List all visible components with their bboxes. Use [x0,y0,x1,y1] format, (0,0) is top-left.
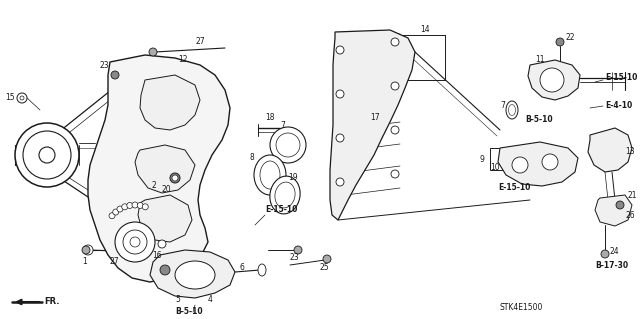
Text: 21: 21 [628,190,637,199]
Text: 5: 5 [175,295,180,305]
Text: 23: 23 [100,61,109,70]
Circle shape [149,48,157,56]
Text: B-5-10: B-5-10 [525,115,552,124]
Text: 14: 14 [420,26,429,34]
Circle shape [336,134,344,142]
Text: 8: 8 [250,153,255,162]
Polygon shape [330,30,415,220]
Circle shape [616,201,624,209]
Polygon shape [88,55,230,282]
Polygon shape [135,145,195,193]
Circle shape [542,154,558,170]
Text: 12: 12 [178,56,188,64]
Text: FR.: FR. [44,298,60,307]
Circle shape [556,38,564,46]
Text: 7: 7 [500,100,505,109]
Text: 10: 10 [490,164,500,173]
Text: 24: 24 [610,248,620,256]
Circle shape [127,203,132,208]
Circle shape [23,131,71,179]
Text: 16: 16 [152,250,162,259]
Circle shape [170,173,180,183]
Polygon shape [150,250,235,298]
Circle shape [130,237,140,247]
Text: 18: 18 [265,114,275,122]
Text: STK4E1500: STK4E1500 [500,303,543,313]
Circle shape [113,209,118,215]
Circle shape [391,170,399,178]
Circle shape [20,96,24,100]
Text: 6: 6 [240,263,245,272]
Circle shape [270,127,306,163]
Ellipse shape [258,264,266,276]
Text: 11: 11 [535,56,545,64]
Text: 1: 1 [82,257,87,266]
Circle shape [117,206,123,212]
Text: 2: 2 [152,181,157,189]
Circle shape [391,82,399,90]
Text: E-4-10: E-4-10 [605,100,632,109]
Text: B-5-10: B-5-10 [175,308,203,316]
Circle shape [83,245,93,255]
Ellipse shape [175,261,215,289]
Ellipse shape [254,155,286,195]
Circle shape [336,178,344,186]
Ellipse shape [260,161,280,189]
Circle shape [294,246,302,254]
Text: 26: 26 [625,211,635,219]
Text: E-15-10: E-15-10 [265,205,298,214]
Polygon shape [528,60,580,100]
Circle shape [276,133,300,157]
Text: 13: 13 [625,147,635,157]
Circle shape [391,126,399,134]
Polygon shape [595,195,632,226]
Circle shape [111,71,119,79]
Text: B-17-30: B-17-30 [595,261,628,270]
Circle shape [540,68,564,92]
Text: 19: 19 [288,174,298,182]
Circle shape [391,38,399,46]
Polygon shape [138,195,192,242]
Text: 4: 4 [208,295,213,305]
Circle shape [132,202,138,208]
Text: 27: 27 [110,257,120,266]
Polygon shape [588,128,632,172]
Text: 9: 9 [480,155,485,165]
Circle shape [160,265,170,275]
Text: 22: 22 [565,33,575,42]
Text: 20: 20 [162,186,172,195]
Polygon shape [498,142,578,186]
Text: 23: 23 [290,254,300,263]
Ellipse shape [275,182,295,208]
Circle shape [142,204,148,210]
Circle shape [122,204,128,210]
Polygon shape [490,148,510,170]
Circle shape [123,230,147,254]
Ellipse shape [270,176,300,214]
Text: 25: 25 [320,263,330,272]
Circle shape [336,46,344,54]
Text: E-15-10: E-15-10 [498,183,531,192]
Circle shape [323,255,331,263]
Text: 27: 27 [195,38,205,47]
Text: 15: 15 [5,93,15,102]
Circle shape [158,240,166,248]
Circle shape [512,157,528,173]
Circle shape [115,222,155,262]
Text: 7: 7 [280,121,285,130]
Circle shape [82,246,90,254]
Circle shape [137,203,143,208]
Ellipse shape [509,105,515,115]
Polygon shape [140,75,200,130]
Circle shape [601,250,609,258]
Circle shape [17,93,27,103]
Circle shape [172,175,178,181]
Circle shape [109,213,115,219]
Text: E-15-10: E-15-10 [605,73,637,83]
Text: 17: 17 [370,114,380,122]
Circle shape [15,123,79,187]
Ellipse shape [506,101,518,119]
Circle shape [336,90,344,98]
Circle shape [39,147,55,163]
